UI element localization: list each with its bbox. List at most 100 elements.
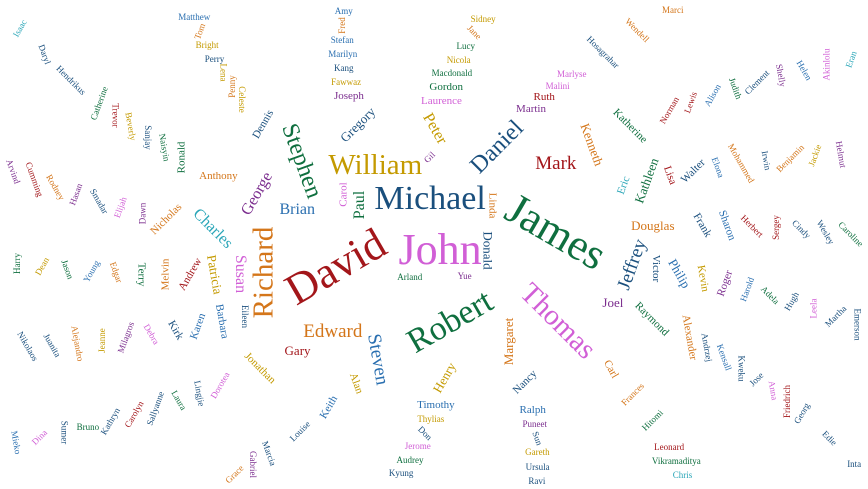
word-hitomi: Hitomi bbox=[639, 407, 665, 433]
word-carolyn: Carolyn bbox=[122, 399, 146, 430]
word-lena: Lena bbox=[218, 63, 229, 82]
word-jonathan: Jonathan bbox=[242, 350, 279, 387]
word-stephen: Stephen bbox=[275, 120, 327, 202]
word-akinlolu: Akinlolu bbox=[821, 48, 832, 81]
word-alejandro: Alejandro bbox=[69, 324, 86, 362]
word-kirk: Kirk bbox=[165, 318, 186, 343]
word-kyung: Kyung bbox=[388, 468, 414, 479]
word-joseph: Joseph bbox=[333, 90, 364, 103]
word-debra: Debra bbox=[141, 322, 162, 347]
word-jeanne: Jeanne bbox=[96, 328, 107, 353]
word-sanjay: Sanjay bbox=[142, 124, 153, 150]
word-irwin: Irwin bbox=[759, 150, 773, 172]
word-ronald: Ronald bbox=[175, 141, 188, 174]
word-matthew: Matthew bbox=[178, 11, 211, 22]
word-margaret: Margaret bbox=[500, 317, 516, 366]
word-young: Young bbox=[80, 258, 102, 284]
word-victor: Victor bbox=[650, 255, 663, 283]
word-adela: Adela bbox=[759, 283, 782, 307]
word-sallyanne: Sallyanne bbox=[144, 389, 167, 427]
word-vikramaditya: Vikramaditya bbox=[651, 456, 701, 467]
word-yue: Yue bbox=[457, 271, 472, 282]
word-lingjie: Lingjie bbox=[192, 379, 208, 407]
word-puneet: Puneet bbox=[522, 418, 548, 429]
word-sharon: Sharon bbox=[716, 208, 739, 243]
word-nicola: Nicola bbox=[446, 54, 471, 65]
word-nancy: Nancy bbox=[510, 367, 540, 397]
word-hosagrahar: Hosagrahar bbox=[585, 33, 622, 70]
word-sumer: Sumer bbox=[59, 420, 70, 445]
word-andrzej: Andrzej bbox=[699, 332, 715, 363]
word-leela: Leela bbox=[808, 298, 819, 319]
word-charles: Charles bbox=[189, 205, 237, 252]
word-milagros: Milagros bbox=[115, 320, 137, 355]
word-don: Don bbox=[415, 423, 434, 442]
word-kathleen: Kathleen bbox=[631, 155, 662, 206]
word-dina: Dina bbox=[30, 427, 50, 448]
word-mohammed: Mohammed bbox=[726, 142, 757, 185]
word-philip: Philip bbox=[664, 255, 694, 291]
word-wendell: Wendell bbox=[622, 16, 651, 45]
word-thomas: Thomas bbox=[514, 277, 603, 366]
word-karen: Karen bbox=[187, 311, 209, 342]
word-eric: Eric bbox=[614, 174, 633, 197]
word-thylias: Thylias bbox=[417, 413, 445, 424]
word-ruth: Ruth bbox=[533, 91, 555, 104]
word-rodney: Rodney bbox=[44, 172, 67, 202]
word-katherine: Katherine bbox=[610, 107, 650, 147]
word-gary: Gary bbox=[284, 343, 311, 359]
word-frances: Frances bbox=[619, 380, 647, 408]
word-helmut: Helmut bbox=[833, 139, 848, 169]
word-bright: Bright bbox=[195, 39, 219, 50]
word-alexander: Alexander bbox=[679, 313, 700, 362]
word-kevin: Kevin bbox=[694, 263, 711, 293]
word-marilyn: Marilyn bbox=[328, 48, 358, 59]
word-dennis: Dennis bbox=[250, 107, 277, 141]
word-nikolaos: Nikolaos bbox=[15, 329, 40, 363]
word-keith: Keith bbox=[317, 394, 341, 422]
word-david: David bbox=[276, 218, 395, 315]
word-martha: Martha bbox=[822, 303, 848, 329]
word-sergey: Sergey bbox=[770, 215, 781, 241]
word-benjamin: Benjamin bbox=[773, 141, 806, 174]
word-ralph: Ralph bbox=[519, 403, 546, 416]
word-bruno: Bruno bbox=[76, 421, 100, 432]
word-malini: Malini bbox=[545, 80, 570, 91]
word-mark: Mark bbox=[535, 153, 577, 175]
word-eran: Eran bbox=[843, 49, 859, 70]
word-kweku: Kweku bbox=[736, 355, 747, 382]
word-mieko: Mieko bbox=[9, 430, 24, 455]
word-richard: Richard bbox=[247, 227, 280, 319]
word-terry: Terry bbox=[135, 262, 148, 286]
word-penny: Penny bbox=[226, 74, 237, 98]
word-hendrikus: Hendrikus bbox=[53, 62, 88, 97]
word-hugh: Hugh bbox=[782, 290, 802, 313]
word-laurence: Laurence bbox=[420, 94, 462, 107]
word-james: James bbox=[496, 183, 615, 280]
word-daniel: Daniel bbox=[464, 115, 529, 179]
word-naisyin: Naisyin bbox=[157, 132, 173, 163]
word-gil: Gil bbox=[421, 149, 437, 165]
word-lewis: Lewis bbox=[682, 90, 700, 115]
word-fawwaz: Fawwaz bbox=[331, 77, 362, 88]
word-robert: Robert bbox=[401, 282, 500, 361]
word-clement: Clement bbox=[742, 67, 771, 96]
word-jeffrey: Jeffrey bbox=[613, 236, 652, 294]
word-patricia: Patricia bbox=[204, 253, 226, 296]
word-peter: Peter bbox=[418, 110, 451, 148]
word-dorotea: Dorotea bbox=[208, 370, 232, 401]
word-catherine: Catherine bbox=[88, 85, 110, 122]
word-kenneth: Kenneth bbox=[577, 121, 607, 169]
word-dawn: Dawn bbox=[137, 203, 148, 225]
word-alan: Alan bbox=[346, 371, 366, 396]
word-kathryn: Kathryn bbox=[98, 405, 123, 437]
word-louise: Louise bbox=[287, 418, 313, 443]
word-grace: Grace bbox=[223, 462, 246, 486]
word-daryl: Daryl bbox=[36, 43, 53, 67]
word-cindy: Cindy bbox=[789, 218, 813, 241]
word-raymond: Raymond bbox=[632, 299, 672, 339]
word-macdonald: Macdonald bbox=[431, 68, 473, 79]
word-steven: Steven bbox=[363, 331, 393, 387]
word-juanita: Juanita bbox=[41, 331, 64, 359]
